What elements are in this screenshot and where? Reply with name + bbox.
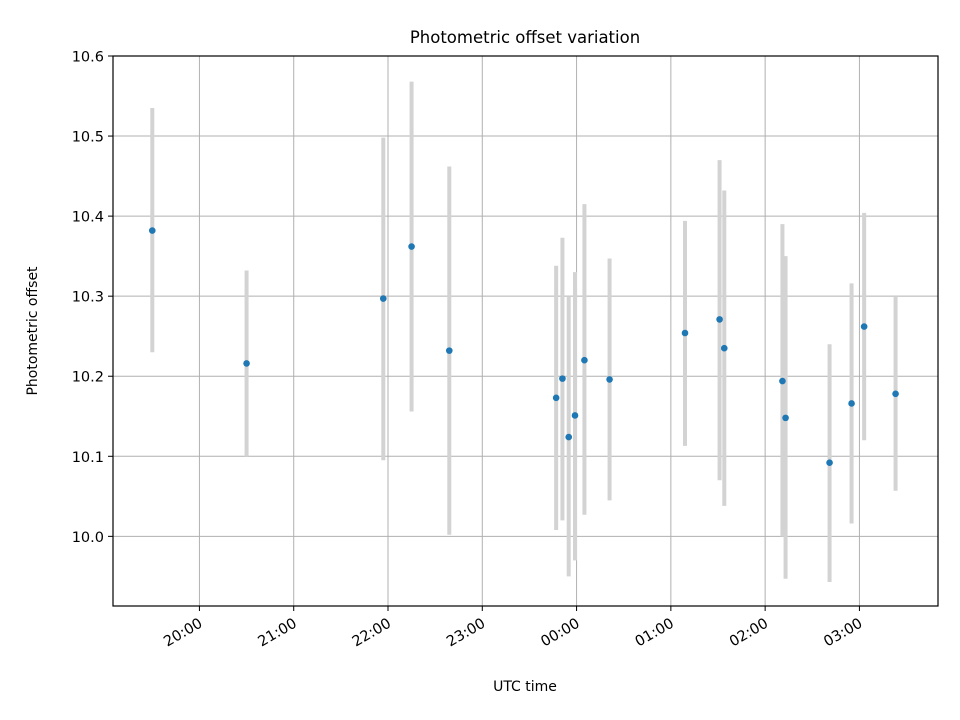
data-point bbox=[408, 243, 415, 250]
data-point bbox=[243, 360, 250, 367]
x-tick-label: 00:00 bbox=[538, 616, 582, 651]
x-tick-label: 01:00 bbox=[633, 616, 677, 651]
data-point bbox=[779, 377, 786, 385]
x-tick-label: 23:00 bbox=[444, 616, 488, 651]
y-tick-label: 10.6 bbox=[72, 50, 104, 66]
data-point bbox=[720, 344, 728, 352]
y-tick-label: 10.5 bbox=[72, 130, 104, 146]
y-tick-label: 10.1 bbox=[72, 450, 104, 466]
x-tick-label: 03:00 bbox=[821, 616, 865, 651]
grid bbox=[113, 55, 938, 606]
y-tick-label: 10.0 bbox=[72, 530, 104, 546]
x-tick-label: 02:00 bbox=[727, 616, 771, 651]
x-axis-label: UTC time bbox=[493, 679, 557, 695]
data-point bbox=[148, 227, 156, 234]
data-point bbox=[559, 375, 566, 382]
y-axis-ticks: 10.0 10.1 10.2 10.3 10.4 10.5 10.6 bbox=[72, 50, 113, 546]
y-tick-label: 10.4 bbox=[72, 210, 104, 226]
x-axis-ticks: 20:00 21:00 22:00 23:00 00:00 01:00 02:00 03:00 bbox=[161, 606, 865, 650]
data-point bbox=[571, 412, 579, 419]
plot-frame bbox=[112, 55, 939, 607]
error-bars bbox=[150, 81, 898, 582]
data-point bbox=[445, 347, 453, 354]
data-point bbox=[681, 329, 689, 337]
x-tick-label: 20:00 bbox=[161, 616, 205, 651]
x-tick-label: 21:00 bbox=[256, 616, 300, 651]
data-point bbox=[782, 414, 789, 422]
data-point bbox=[581, 356, 588, 364]
data-point bbox=[379, 295, 387, 302]
data-point bbox=[848, 400, 855, 407]
data-points bbox=[148, 227, 899, 466]
data-point bbox=[552, 394, 560, 402]
data-point bbox=[860, 323, 868, 330]
data-point bbox=[826, 459, 833, 466]
data-point bbox=[606, 376, 613, 383]
chart-title: Photometric offset variation bbox=[410, 28, 640, 47]
data-point bbox=[565, 433, 573, 441]
data-point bbox=[892, 390, 899, 398]
x-tick-label: 22:00 bbox=[350, 616, 394, 651]
y-tick-label: 10.2 bbox=[72, 370, 104, 386]
data-point bbox=[716, 316, 723, 323]
y-axis-label: Photometric offset bbox=[25, 266, 41, 396]
y-tick-label: 10.3 bbox=[72, 290, 104, 306]
